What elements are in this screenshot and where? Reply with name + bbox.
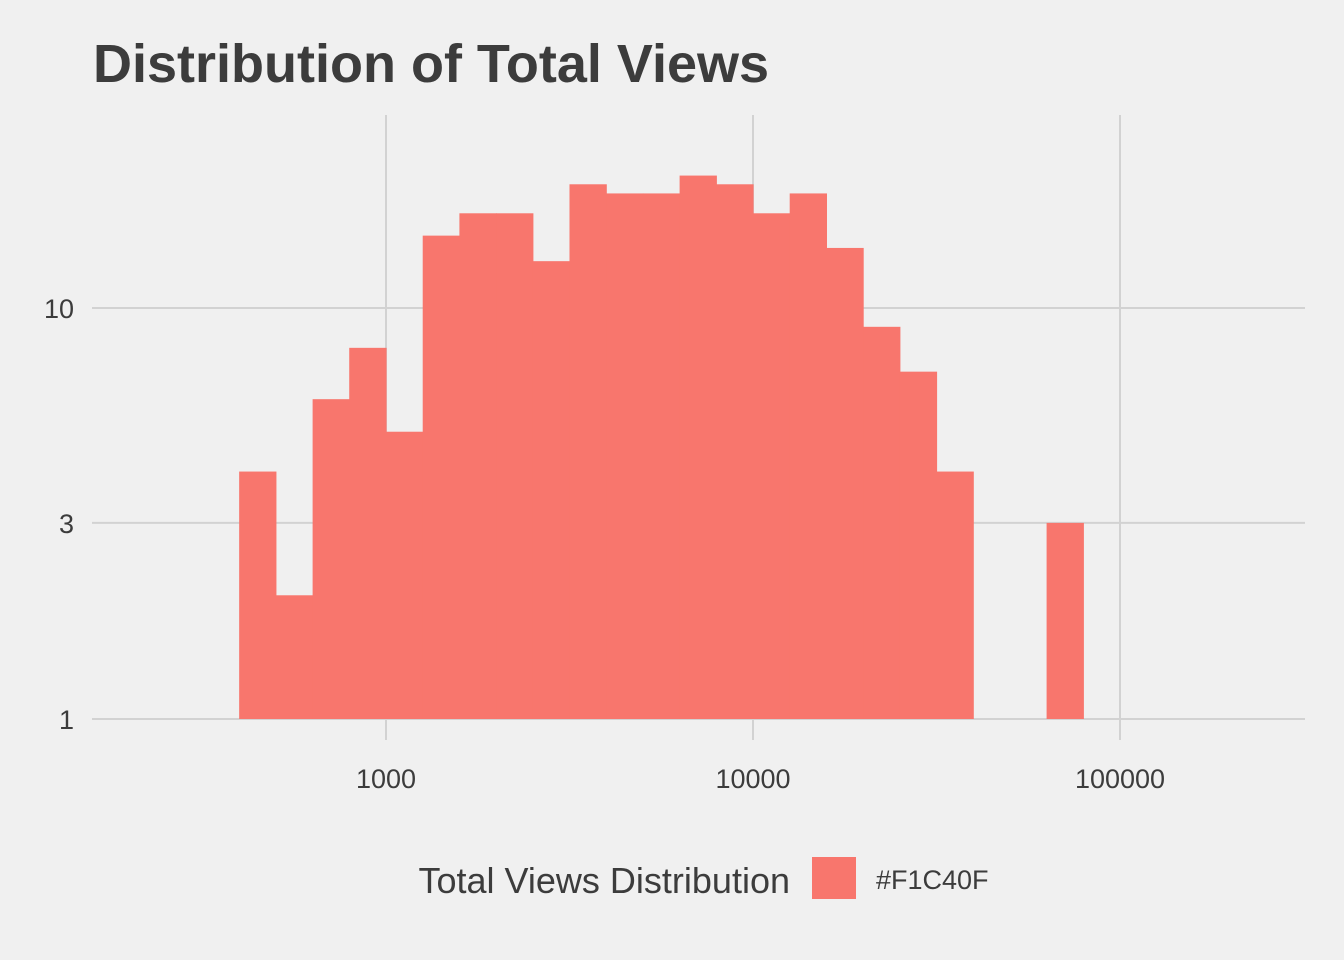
histogram-bar (606, 193, 644, 719)
histogram-bar (275, 595, 314, 719)
histogram-bar (386, 431, 424, 719)
histogram-bar (496, 213, 534, 720)
histogram-bar (679, 175, 717, 719)
y-tick-label: 1 (59, 705, 74, 735)
y-tick-label: 10 (44, 294, 74, 324)
histogram-bar (459, 213, 497, 720)
histogram-bar (716, 184, 754, 719)
histogram-bar (349, 347, 387, 719)
x-tick-label: 10000 (715, 764, 790, 794)
histogram-bar (863, 326, 901, 719)
histogram-bar (642, 193, 681, 719)
histogram-bar (1046, 522, 1084, 719)
legend-label: #F1C40F (876, 865, 989, 895)
histogram-bar (422, 235, 461, 719)
y-tick-label: 3 (59, 509, 74, 539)
histogram-bar (569, 184, 607, 719)
histogram-bar (936, 471, 974, 719)
histogram-bar (789, 193, 827, 719)
x-tick-label: 100000 (1075, 764, 1165, 794)
histogram-bar (899, 371, 938, 719)
x-tick-label: 1000 (356, 764, 416, 794)
histogram-bars (239, 175, 1084, 720)
histogram-bar (312, 399, 350, 719)
histogram-bar (532, 261, 571, 719)
legend: Total Views Distribution #F1C40F (419, 857, 989, 901)
legend-key-swatch (812, 857, 856, 899)
y-axis-ticks: 1 3 10 (44, 294, 74, 735)
histogram-bar (753, 213, 791, 720)
histogram-bar (826, 247, 864, 719)
x-axis-ticks: 1000 10000 100000 (356, 764, 1165, 794)
legend-title: Total Views Distribution (419, 860, 791, 901)
chart-title: Distribution of Total Views (93, 34, 769, 94)
histogram-bar (239, 471, 277, 719)
